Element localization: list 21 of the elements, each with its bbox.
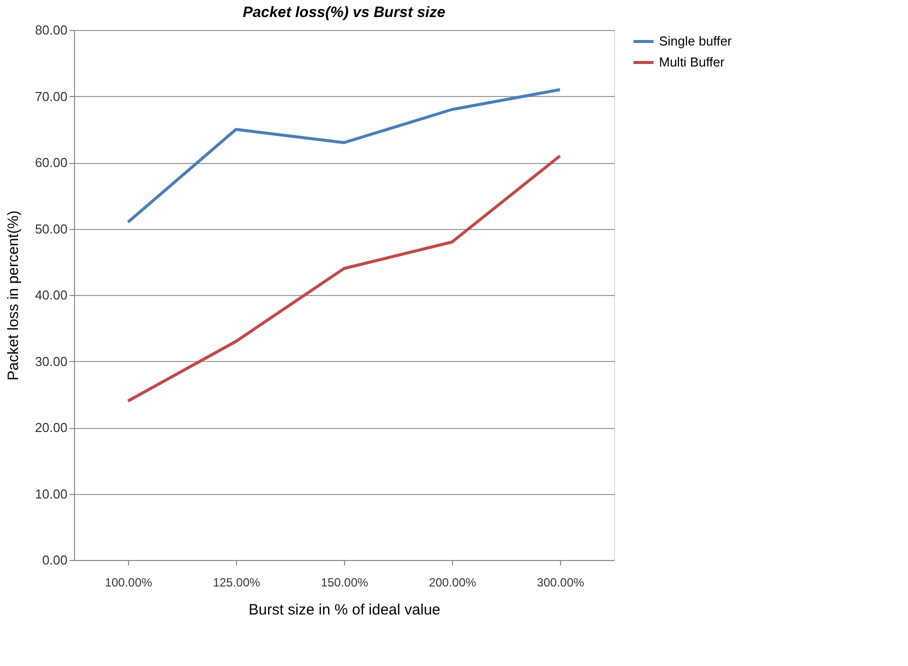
y-tick-label: 70.00	[34, 88, 68, 104]
x-axis-title: Burst size in % of ideal value	[248, 602, 440, 618]
legend-label: Multi Buffer	[659, 54, 726, 70]
y-tick-label: 40.00	[34, 288, 68, 302]
x-tick-label: 150.00%	[320, 576, 369, 590]
y-tick-label: 0.00	[42, 552, 68, 568]
y-tick-label: 50.00	[34, 221, 68, 236]
line-series	[126, 154, 562, 402]
y-tick-label: 10.00	[34, 486, 68, 502]
y-tick-label: 30.00	[34, 354, 68, 369]
y-tick-label: 80.00	[34, 22, 68, 38]
y-tick-label: 60.00	[34, 155, 68, 170]
x-tick-label: 200.00%	[428, 576, 477, 590]
x-tick-label: 300.00%	[536, 576, 585, 590]
x-tick-label: 125.00%	[212, 576, 261, 590]
chart-title: Packet loss(%) vs Burst size	[242, 4, 446, 21]
y-axis-title: Packet loss in percent(%)	[4, 210, 22, 381]
line-series	[126, 88, 562, 224]
y-tick-label: 20.00	[34, 420, 68, 435]
x-tick-label: 100.00%	[104, 576, 153, 590]
legend-label: Single buffer	[659, 34, 732, 48]
